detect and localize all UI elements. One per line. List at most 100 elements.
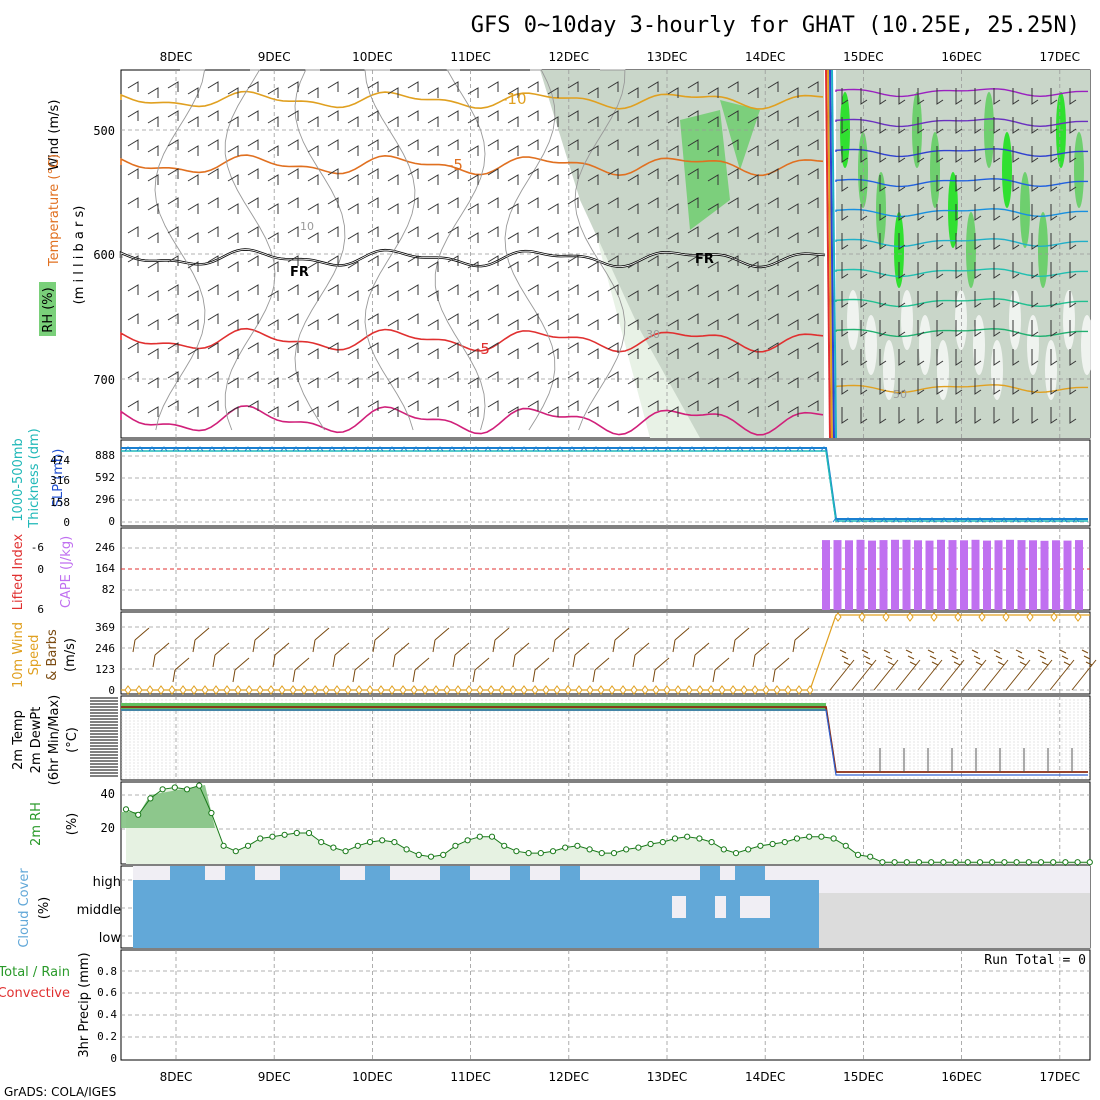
wind-barb (527, 110, 539, 121)
wind-barb (347, 116, 359, 127)
wind-barb (587, 203, 599, 214)
slp-marker (544, 446, 552, 452)
rh-cell-light (991, 340, 1003, 400)
wind-barb (307, 261, 319, 272)
wind-barb (627, 203, 639, 214)
slp-marker (928, 517, 936, 523)
slp-marker (448, 446, 456, 452)
wind-barb (147, 290, 159, 301)
rh2m-point (318, 839, 325, 846)
wind-barb (327, 110, 339, 121)
wind-barb (347, 87, 359, 98)
wind-barb (747, 174, 759, 185)
rh2m-point (562, 844, 569, 851)
slp-marker (424, 446, 432, 452)
wind10-marker (641, 685, 649, 695)
wind-barb (955, 233, 963, 250)
rh-cell (894, 212, 904, 288)
wind-barb (327, 197, 339, 208)
wind-barb (247, 313, 259, 324)
wind-barb (227, 261, 239, 272)
slp-marker (952, 517, 960, 523)
wind-barb (807, 400, 819, 411)
rh2m-point (818, 833, 825, 840)
wind10-barb (212, 642, 230, 668)
rh-cell (1074, 132, 1084, 208)
wind-barb (547, 348, 559, 359)
wind-barb (327, 81, 339, 92)
wind-barb (993, 117, 1001, 134)
wind-barb (879, 146, 887, 163)
wind-barb (993, 291, 1001, 308)
rh2m-point (415, 851, 422, 859)
contour-label-50: 50 (893, 388, 907, 401)
wind10-marker (1074, 612, 1082, 622)
wind-barb (1031, 320, 1039, 337)
wind-barb (307, 406, 319, 417)
wind10-marker (377, 685, 385, 695)
wind-barb (267, 116, 279, 127)
wind-barb (507, 232, 519, 243)
wind10-barb (961, 649, 987, 691)
date-label-bottom: 15DEC (843, 1070, 883, 1084)
contour-label-fr-2: FR (695, 252, 714, 267)
thickness-left-tick-1: 316 (50, 474, 70, 487)
wind10-marker (674, 685, 682, 695)
wind-barb (767, 139, 779, 150)
wind10-barb (712, 657, 730, 683)
wind-barb (898, 146, 906, 163)
wind-barb (527, 371, 539, 382)
cape-bar (948, 540, 957, 610)
wind-barb (447, 284, 459, 295)
rh2m-point (586, 846, 593, 853)
wind-barb (127, 139, 139, 150)
wind-barb (327, 400, 339, 411)
rh-cell-light (901, 290, 913, 350)
wind-barb (547, 406, 559, 417)
wind10-barb (492, 627, 510, 653)
wind-barb (974, 291, 982, 308)
wind-barb (627, 232, 639, 243)
wind-barb (587, 348, 599, 359)
wind-barb (507, 145, 519, 156)
cloud-high-gap (765, 866, 819, 880)
wind-barb (227, 290, 239, 301)
wind-barb (407, 342, 419, 353)
wind-barb (527, 313, 539, 324)
wind10-label-c: & Barbs (45, 629, 60, 681)
wind10-marker (498, 685, 506, 695)
wind-barb (860, 175, 868, 192)
wind-barb (367, 139, 379, 150)
upper-mb-label: (m i l l i b a r s) (72, 206, 87, 305)
wind-barb (147, 232, 159, 243)
wind-barb (587, 174, 599, 185)
wind-barb (1031, 262, 1039, 279)
rh-cell (876, 172, 886, 248)
wind10-marker (300, 685, 308, 695)
contour-right (835, 384, 1088, 394)
wind-barb (1069, 146, 1077, 163)
wind-barb (879, 407, 887, 424)
rh2m-point (281, 831, 288, 838)
wind-barb (879, 175, 887, 192)
precip-label-b: Convective (0, 986, 70, 1001)
wind-barb (127, 342, 139, 353)
wind10-marker (740, 685, 748, 695)
cloud-high-gap (255, 866, 280, 880)
wind-barb (955, 407, 963, 424)
cloud-label-a: Cloud Cover (17, 868, 32, 948)
wind10-barb (192, 627, 210, 653)
wind-barb (367, 400, 379, 411)
precip-label-a: Total / Rain (0, 965, 70, 980)
date-label-top: 15DEC (843, 50, 883, 64)
wind-barb (507, 348, 519, 359)
wind-barb (327, 255, 339, 266)
thickness-left-tick-3: 0 (63, 516, 70, 529)
rh2m-point (989, 859, 996, 866)
rh2m-point (488, 833, 496, 840)
cape-bar (971, 539, 980, 610)
wind-barb (427, 319, 439, 330)
wind10-marker (729, 685, 737, 695)
wind-barb (607, 342, 619, 353)
cape-bar (1063, 540, 1072, 610)
